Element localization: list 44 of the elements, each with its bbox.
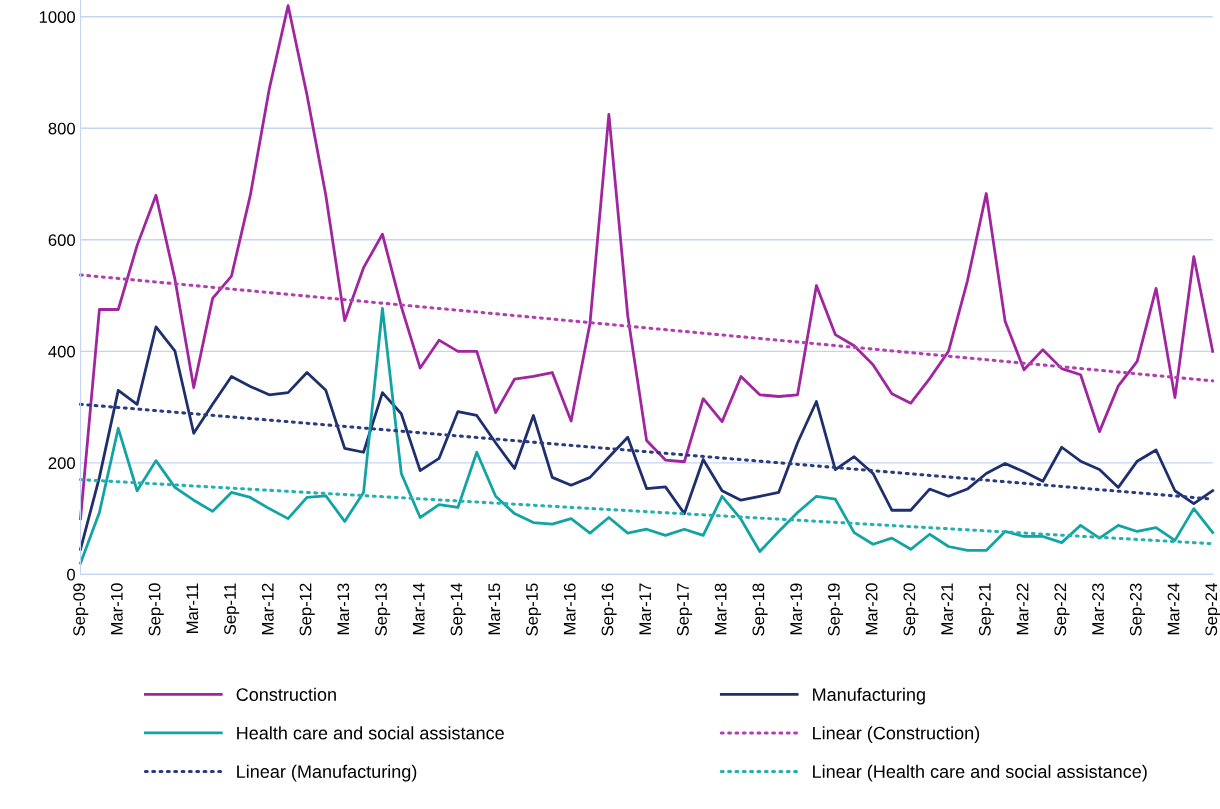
legend-label: Health care and social assistance	[237, 726, 504, 740]
x-tick-label: Sep-24	[1205, 583, 1220, 636]
legend-label: Linear (Construction)	[813, 726, 980, 744]
legend-label: Construction	[236, 687, 336, 701]
x-tick-label: Mar-20	[865, 583, 878, 635]
x-tick-label: Sep-09	[73, 583, 89, 636]
y-tick-label: 1000	[39, 11, 76, 23]
x-tick-label: Mar-16	[563, 583, 576, 635]
line-series	[79, 4, 1215, 521]
y-tick-label: 400	[48, 345, 76, 358]
x-tick-label: Sep-16	[601, 583, 617, 636]
y-tick-label: 200	[48, 457, 76, 470]
x-tick-label: Sep-22	[1054, 583, 1070, 636]
x-tick-label: Sep-23	[1129, 583, 1145, 636]
x-tick-label: Sep-12	[299, 583, 315, 636]
x-tick-label: Mar-12	[261, 583, 274, 635]
legend-label: Linear (Manufacturing)	[237, 764, 417, 782]
x-tick-label: Sep-13	[375, 583, 391, 636]
x-tick-label: Sep-15	[526, 583, 542, 636]
legend-label: Manufacturing	[813, 687, 925, 705]
x-tick-label: Mar-13	[337, 583, 350, 635]
x-tick-label: Sep-18	[752, 583, 768, 636]
x-tick-label: Mar-23	[1092, 583, 1104, 635]
x-tick-label: Sep-11	[224, 583, 240, 635]
x-tick-label: Sep-10	[148, 583, 164, 636]
legend-label: Linear (Health care and social assistance)	[813, 764, 1147, 782]
x-tick-label: Mar-10	[110, 583, 123, 635]
x-tick-label: Mar-19	[790, 583, 803, 635]
y-tick-label: 0	[67, 568, 76, 581]
x-tick-label: Mar-22	[1016, 583, 1029, 635]
x-tick-label: Sep-14	[450, 583, 466, 636]
x-tick-label: Mar-15	[488, 583, 501, 635]
x-tick-label: Mar-18	[714, 583, 727, 635]
x-tick-label: Mar-24	[1167, 583, 1180, 635]
x-tick-label: Sep-21	[978, 583, 995, 636]
y-tick-label: 600	[48, 234, 76, 246]
x-tick-label: Mar-11	[186, 583, 199, 633]
x-tick-label: Mar-14	[413, 583, 425, 635]
x-tick-label: Mar-17	[639, 583, 652, 635]
x-tick-label: Sep-19	[827, 583, 844, 636]
x-tick-label: Mar-21	[941, 583, 953, 635]
x-tick-label: Sep-17	[677, 583, 693, 636]
x-tick-label: Sep-20	[903, 583, 919, 636]
y-tick-label: 800	[48, 122, 76, 135]
